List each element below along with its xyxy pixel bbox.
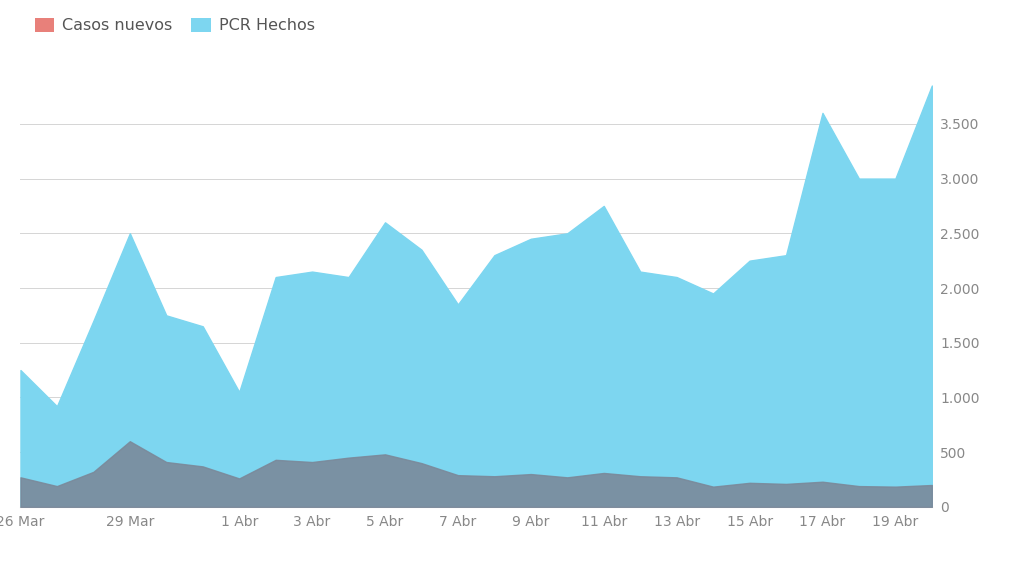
Legend: Casos nuevos, PCR Hechos: Casos nuevos, PCR Hechos bbox=[29, 12, 321, 40]
